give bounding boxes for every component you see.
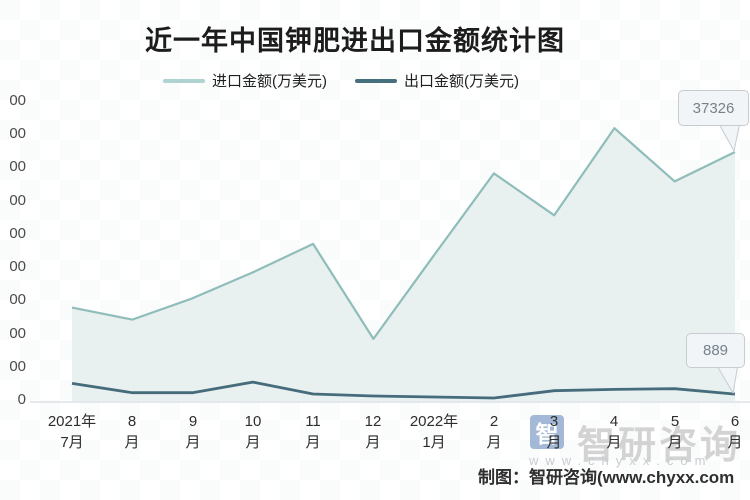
legend-import-label: 进口金额(万美元) (212, 73, 327, 90)
y-tick-label: 00 (9, 225, 26, 242)
y-tick-label: 00 (9, 125, 26, 142)
export-line-swatch-icon (355, 78, 397, 83)
y-tick-label: 00 (9, 291, 26, 308)
export-line-series (71, 380, 736, 400)
import-last-value: 37326 (692, 99, 735, 117)
chart-title: 近一年中国钾肥进出口金额统计图 (145, 26, 565, 56)
tooltip-import-tail (717, 121, 741, 153)
x-tick-label: 12 月 (364, 413, 382, 451)
export-last-value: 889 (702, 342, 729, 359)
x-tick-label: 2021年 7月 (47, 413, 97, 451)
x-tick-label: 10 月 (244, 413, 262, 451)
credit-line: 制图：智研咨询(www.chyxx.com (478, 468, 735, 487)
legend-item-export: 出口金额(万美元) (355, 70, 519, 91)
import-line-series (71, 127, 736, 340)
y-tick-label: 00 (9, 92, 26, 109)
export-value-tooltip: 889 (686, 333, 745, 368)
y-tick-label: 00 (9, 325, 26, 342)
y-tick-label: 00 (9, 158, 26, 175)
legend-item-import: 进口金额(万美元) (163, 70, 327, 91)
import-value-tooltip: 37326 (678, 90, 749, 126)
x-tick-label: 11 月 (305, 413, 321, 451)
y-tick-label: 00 (9, 258, 26, 275)
watermark-brand-text: 智研咨询 (577, 425, 742, 467)
import-line-swatch-icon (163, 78, 205, 83)
x-tick-label: 2022年 1月 (409, 413, 459, 451)
watermark-site-url: www.chyxx.com (529, 453, 713, 468)
import-area-fill (72, 128, 735, 401)
y-tick-label: 0 (17, 391, 26, 408)
watermark-logo-icon: 智 (530, 415, 564, 449)
legend: 进口金额(万美元) 出口金额(万美元) (163, 70, 519, 91)
y-tick-label: 00 (9, 358, 26, 375)
y-tick-label: 00 (9, 192, 26, 209)
legend-export-label: 出口金额(万美元) (404, 73, 519, 90)
